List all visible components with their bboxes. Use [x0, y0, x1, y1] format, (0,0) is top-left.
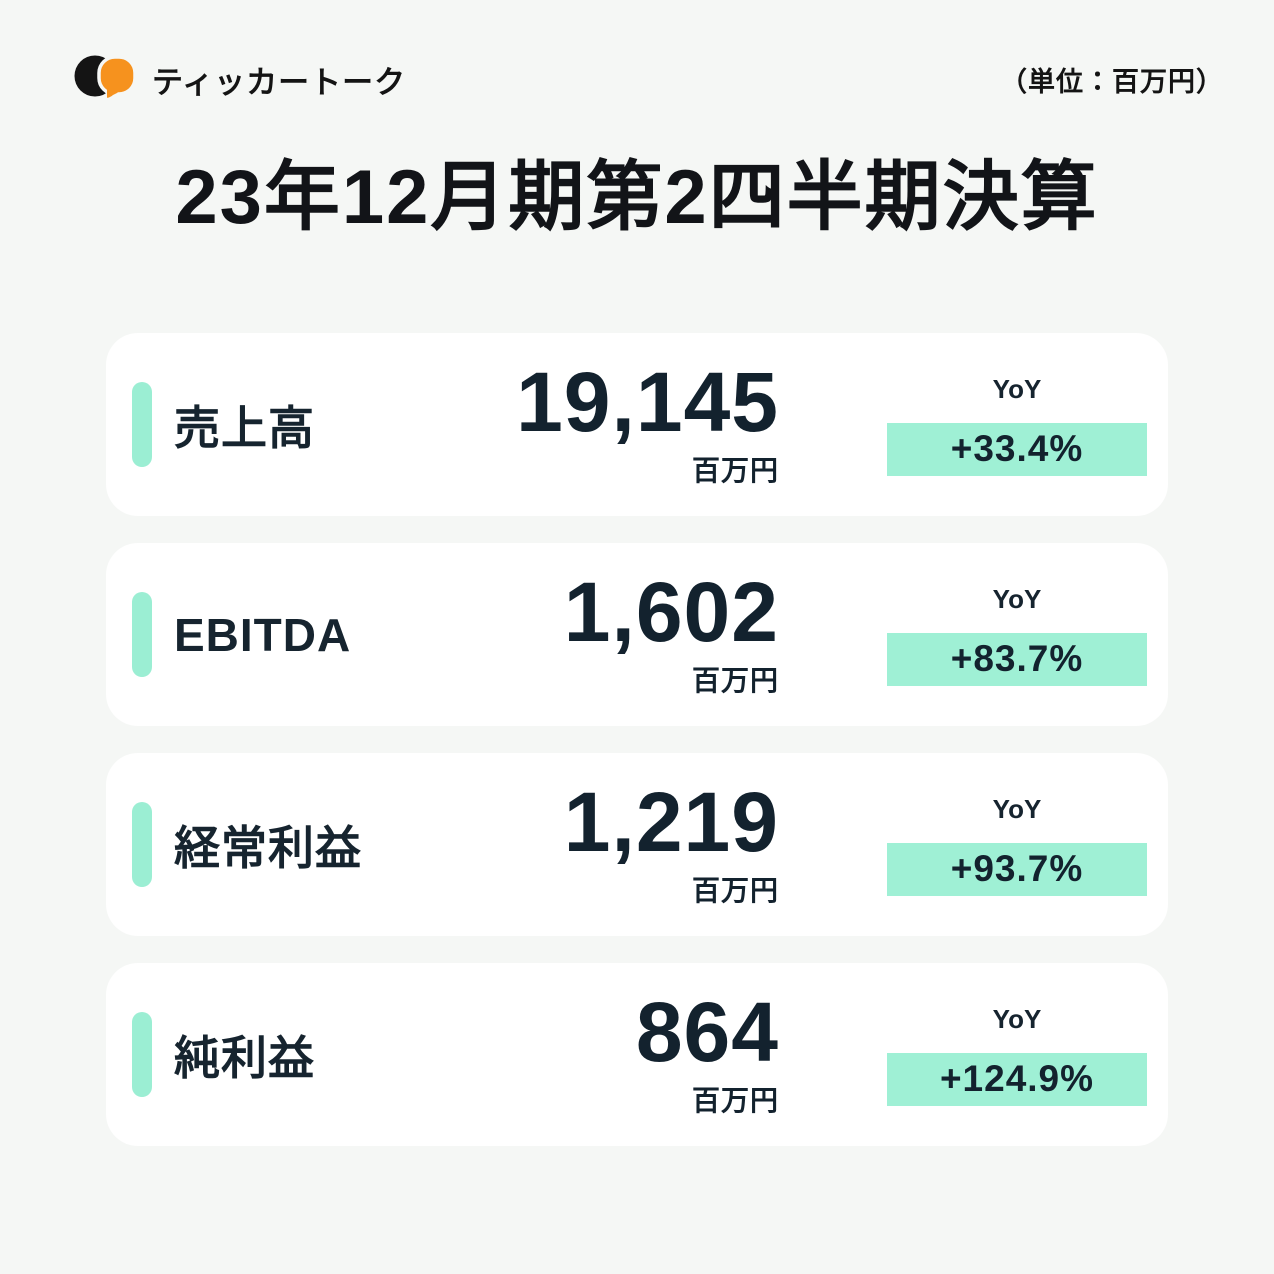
metric-unit: 百万円 [691, 1085, 779, 1117]
yoy-heading: YoY [992, 373, 1042, 404]
yoy-badge: +33.4% [887, 422, 1147, 476]
yoy-block: YoY +83.7% [887, 584, 1147, 686]
metric-value: 19,145 [516, 354, 779, 449]
yoy-badge: +124.9% [887, 1052, 1147, 1106]
metric-value: 1,219 [563, 774, 779, 869]
brand-name: ティッカートーク [152, 64, 407, 100]
metric-value-block: 864 百万円 [434, 984, 779, 1120]
metric-label: 純利益 [174, 1031, 315, 1084]
metric-card-net-income: 純利益 864 百万円 YoY +124.9% [106, 963, 1168, 1146]
metric-unit: 百万円 [691, 875, 779, 907]
metric-card-ebitda: EBITDA 1,602 百万円 YoY +83.7% [106, 543, 1168, 726]
metrics-card-list: 売上高 19,145 百万円 YoY +33.4% EBITDA 1,602 百… [106, 333, 1168, 1146]
metric-unit: 百万円 [691, 455, 779, 487]
metric-value-block: 1,219 百万円 [434, 774, 779, 910]
accent-pill [132, 802, 152, 887]
metric-value: 1,602 [563, 564, 779, 659]
page-title: 23年12月期第2四半期決算 [175, 155, 1099, 240]
metric-card-ordinary-income: 経常利益 1,219 百万円 YoY +93.7% [106, 753, 1168, 936]
yoy-heading: YoY [992, 1003, 1042, 1034]
metric-value-block: 1,602 百万円 [434, 564, 779, 700]
metric-card-revenue: 売上高 19,145 百万円 YoY +33.4% [106, 333, 1168, 516]
metric-value-block: 19,145 百万円 [434, 354, 779, 490]
yoy-block: YoY +93.7% [887, 794, 1147, 896]
yoy-heading: YoY [992, 793, 1042, 824]
yoy-heading: YoY [992, 583, 1042, 614]
yoy-block: YoY +33.4% [887, 374, 1147, 476]
metric-label: EBITDA [174, 608, 352, 661]
yoy-block: YoY +124.9% [887, 1004, 1147, 1106]
brand-logo-icon [74, 55, 136, 102]
yoy-badge: +83.7% [887, 632, 1147, 686]
accent-pill [132, 1012, 152, 1097]
unit-note: （単位：百万円） [1000, 66, 1224, 97]
metric-label: 売上高 [174, 401, 315, 454]
yoy-badge: +93.7% [887, 842, 1147, 896]
accent-pill [132, 382, 152, 467]
brand: ティッカートーク [74, 54, 406, 104]
accent-pill [132, 592, 152, 677]
metric-value: 864 [635, 984, 779, 1079]
header: ティッカートーク （単位：百万円） [0, 0, 1274, 104]
metric-unit: 百万円 [691, 665, 779, 697]
metric-label: 経常利益 [174, 821, 362, 874]
